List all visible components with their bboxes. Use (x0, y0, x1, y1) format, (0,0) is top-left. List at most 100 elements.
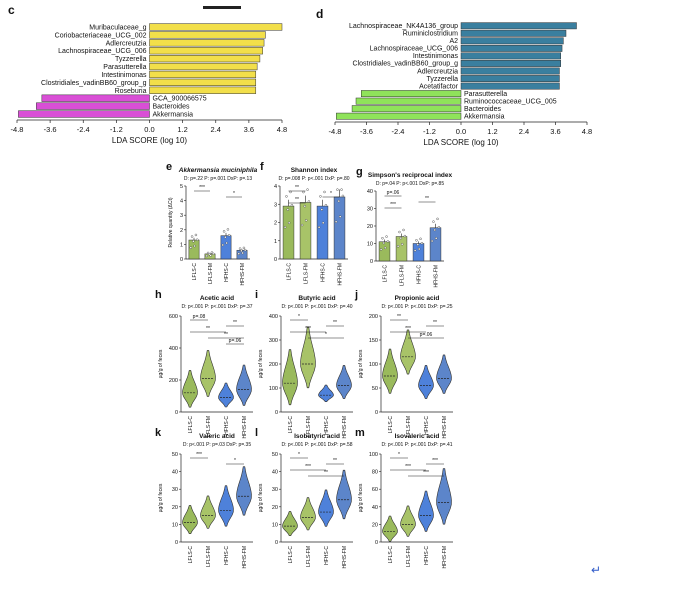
data-point (290, 203, 294, 207)
y-tick-label: 200 (369, 314, 378, 320)
group-label: HFHS-FM (342, 416, 348, 439)
sig-label: * (398, 452, 400, 458)
bar-mark (299, 202, 312, 260)
group-label: LFLS-FM (400, 265, 406, 286)
sig-label: *** (432, 458, 438, 464)
data-point (324, 203, 328, 207)
lda-bar (460, 44, 563, 52)
sig-label: p=.06 (420, 332, 433, 338)
violin-panels-hm: h Acetic acid D: p<.001 P: p<.001 DxP: p=.… (155, 289, 453, 569)
lda-bar-label: Muribaculaceae_g (89, 24, 146, 31)
sig-label: ** (206, 326, 210, 332)
data-point (398, 230, 401, 234)
lda-tick-label: 1.2 (487, 127, 497, 136)
lda-bar-label: Intestinimonas (101, 72, 147, 79)
violin-shape (218, 382, 234, 408)
y-tick-label: 300 (269, 338, 278, 344)
group-label: LFLS-FM (208, 263, 214, 284)
lda-bar (149, 47, 263, 55)
lda-bar-label: Clostridiales_vadinBB60_group_g (353, 61, 459, 68)
lda-tick-label: 3.6 (244, 125, 254, 134)
lda-bar (149, 31, 266, 39)
lda-bar (460, 29, 567, 37)
data-point (334, 220, 338, 223)
data-point (194, 233, 198, 237)
data-point (340, 188, 343, 191)
panel-letter: f (260, 161, 264, 173)
data-point (413, 249, 417, 252)
lda-tick-label: -4.8 (11, 125, 24, 134)
y-tick-label: 0 (275, 540, 278, 546)
y-tick-label: 0 (175, 410, 178, 416)
sig-label: *** (305, 464, 311, 470)
lda-bar-label: Ruminococcaceae_UCG_005 (464, 98, 557, 105)
sig-label: *** (405, 464, 411, 470)
sig-label: ** (295, 185, 299, 191)
data-point (400, 243, 404, 246)
panel-title: Isovaleric acid (395, 433, 440, 440)
y-tick-label: 2 (180, 228, 183, 234)
lda-bar (460, 82, 560, 90)
data-point (283, 226, 287, 229)
data-point (241, 251, 244, 255)
data-point (396, 245, 400, 248)
panel-c-letter: c (8, 3, 15, 17)
panel-title: Shannon index (291, 167, 338, 174)
lda-bar-label: Tyzzerella (115, 56, 147, 63)
data-point (416, 243, 420, 246)
lda-bar (460, 22, 577, 30)
violin-shape (400, 329, 416, 375)
data-point (238, 247, 242, 250)
group-label: LFLS-C (383, 265, 389, 283)
data-point (242, 246, 246, 250)
data-point (319, 195, 322, 198)
violin-shape (382, 515, 398, 542)
violin-shape (236, 364, 252, 406)
lda-bar-label: Intestinimonas (413, 53, 459, 60)
data-point (336, 188, 339, 191)
violin-shape (300, 497, 316, 531)
lda-bar (460, 52, 561, 60)
data-point (304, 219, 308, 222)
group-label: HFHS-C (424, 416, 430, 435)
y-tick-label: 200 (169, 378, 178, 384)
y-tick-label: 0 (370, 259, 373, 265)
data-point (221, 243, 225, 247)
lda-chart-d: Lachnospiraceae_NK4A136_groupRuminiclost… (329, 22, 592, 147)
lda-bar-label: Roseburia (115, 88, 147, 95)
lda-x-label: LDA SCORE (log 10) (423, 138, 498, 147)
y-tick-label: 50 (272, 452, 278, 458)
panel-letter: m (355, 427, 365, 439)
panel-letter: e (166, 161, 172, 173)
data-point (240, 249, 243, 253)
y-tick-label: 400 (169, 346, 178, 352)
lda-bar (149, 70, 257, 79)
lda-bar-label: Adlercreutzia (106, 40, 147, 47)
group-label: LFLS-FM (306, 416, 312, 437)
y-tick-label: 60 (372, 487, 378, 493)
lda-x-label: LDA SCORE (log 10) (112, 136, 187, 145)
bar-mark (316, 205, 329, 260)
data-point (341, 194, 345, 198)
data-point (433, 228, 437, 232)
sig-label: ** (333, 320, 337, 326)
panel-stats: D: p<.001 P: p<.001 DxP: p=.40 (281, 304, 352, 310)
lda-tick-label: -3.6 (44, 125, 57, 134)
sig-label: ** (295, 197, 299, 203)
lda-bar-label: Lachnospiraceae_UCG_006 (58, 48, 146, 55)
sig-label: ** (425, 196, 429, 202)
lda-bar (149, 62, 258, 71)
y-tick-label: 50 (172, 452, 178, 458)
bar-panels-efg: e Akkermansia muciniphila D: p=.22 P: p=.0… (166, 161, 453, 288)
sig-label: ** (224, 332, 228, 338)
data-point (227, 234, 231, 237)
data-point (434, 237, 438, 240)
group-label: HFHS-C (224, 546, 230, 565)
group-label: HFHS-FM (242, 546, 248, 569)
y-tick-label: 20 (367, 224, 373, 230)
data-point (193, 244, 196, 248)
y-tick-label: 10 (172, 522, 178, 528)
y-tick-label: 20 (372, 522, 378, 528)
panel-letter: k (155, 427, 162, 439)
